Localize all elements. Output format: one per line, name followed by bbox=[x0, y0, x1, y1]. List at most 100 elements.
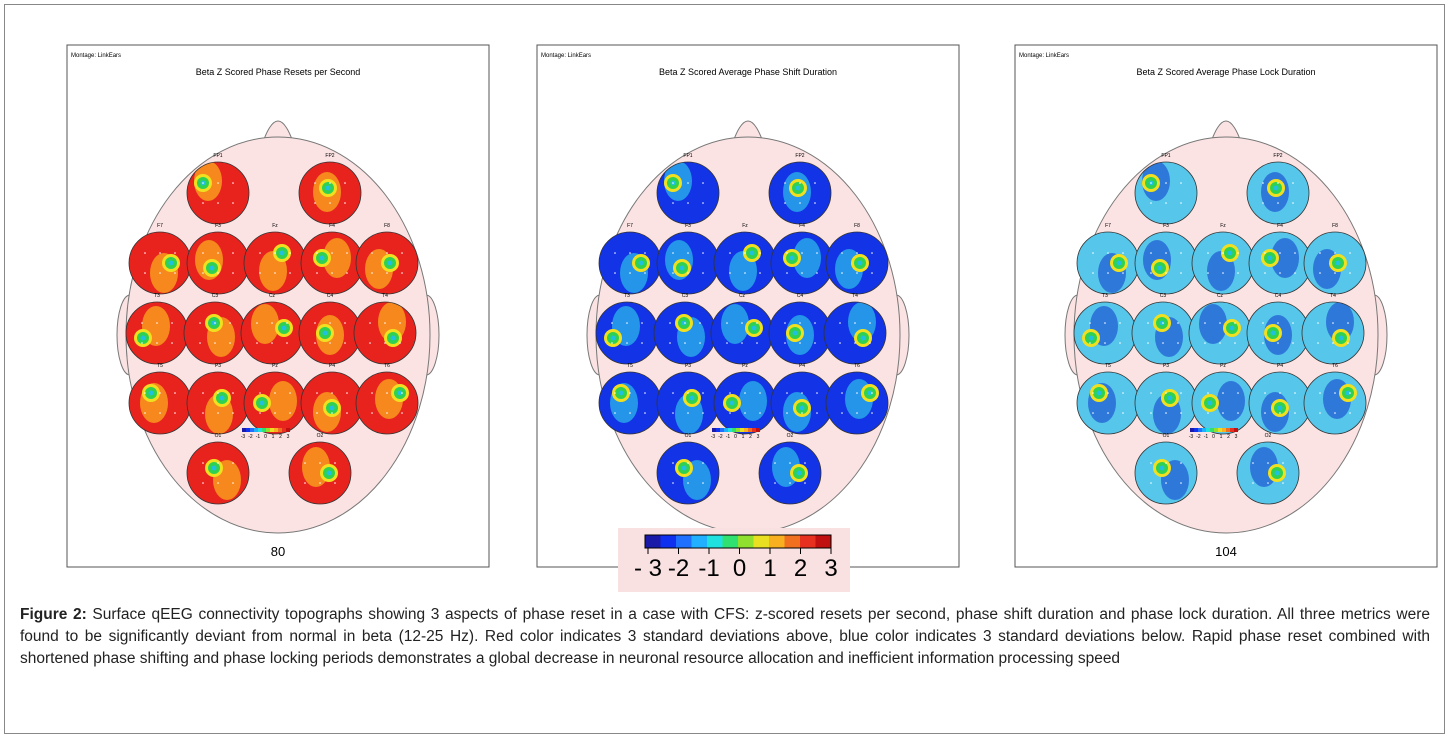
colorbar: - 3 -2 -1 0 1 2 3 bbox=[618, 528, 850, 592]
topo-outline bbox=[1303, 371, 1367, 435]
topomap bbox=[657, 372, 719, 434]
colorbar-swatch bbox=[707, 535, 723, 548]
panel-title: Beta Z Scored Average Phase Lock Duratio… bbox=[1137, 67, 1316, 77]
sensor-dot bbox=[789, 482, 791, 484]
sensor-dot bbox=[729, 272, 731, 274]
sensor-dot bbox=[856, 412, 858, 414]
sensor-dot bbox=[869, 322, 871, 324]
topo-outline bbox=[355, 371, 419, 435]
sensor-dot bbox=[1089, 322, 1091, 324]
topomap bbox=[299, 162, 361, 224]
scale-swatch bbox=[1194, 428, 1198, 432]
sensor-dot bbox=[159, 412, 161, 414]
topo-hot bbox=[1338, 335, 1344, 341]
scale-swatch bbox=[728, 428, 732, 432]
electrode-label: C3 bbox=[682, 293, 689, 299]
sensor-dot bbox=[1277, 182, 1279, 184]
scale-swatch bbox=[712, 428, 716, 432]
sensor-dot bbox=[232, 252, 234, 254]
scale-swatch bbox=[286, 428, 290, 432]
sensor-dot bbox=[687, 392, 689, 394]
sensor-dot bbox=[274, 252, 276, 254]
topo-hot bbox=[638, 260, 644, 266]
sensor-dot bbox=[1264, 392, 1266, 394]
topo-region bbox=[323, 238, 351, 278]
montage: Montage: LinkEars bbox=[541, 53, 591, 59]
sensor-dot bbox=[1349, 252, 1351, 254]
sensor-dot bbox=[801, 272, 803, 274]
sensor-dot bbox=[1180, 392, 1182, 394]
sensor-dot bbox=[314, 182, 316, 184]
sensor-dot bbox=[786, 272, 788, 274]
sensor-dot bbox=[644, 392, 646, 394]
sensor-dot bbox=[1162, 342, 1164, 344]
topo-hot bbox=[681, 465, 687, 471]
sensor-dot bbox=[274, 392, 276, 394]
sensor-dot bbox=[1334, 252, 1336, 254]
colorbar-swatch bbox=[660, 535, 676, 548]
sensor-dot bbox=[346, 252, 348, 254]
electrode-label: O2 bbox=[1265, 433, 1272, 439]
topomap bbox=[599, 372, 661, 434]
sensor-dot bbox=[316, 412, 318, 414]
scale-label: 3 bbox=[1235, 434, 1238, 440]
sensor-dot bbox=[1264, 412, 1266, 414]
sensor-dot bbox=[217, 412, 219, 414]
sensor-dot bbox=[629, 392, 631, 394]
electrode-label: F7 bbox=[1105, 223, 1111, 229]
electrode-label: T3 bbox=[1102, 293, 1108, 299]
sensor-dot bbox=[1292, 342, 1294, 344]
sensor-dot bbox=[329, 342, 331, 344]
sensor-dot bbox=[1319, 392, 1321, 394]
sensor-dot bbox=[774, 462, 776, 464]
topomap bbox=[769, 162, 831, 224]
scale-label: 1 bbox=[272, 434, 275, 440]
sensor-dot bbox=[869, 342, 871, 344]
sensor-dot bbox=[202, 412, 204, 414]
sensor-dot bbox=[144, 412, 146, 414]
sensor-dot bbox=[1180, 412, 1182, 414]
sensor-dot bbox=[346, 412, 348, 414]
topomap bbox=[187, 232, 249, 294]
topomap bbox=[289, 442, 351, 504]
sensor-dot bbox=[611, 322, 613, 324]
sensor-dot bbox=[1092, 392, 1094, 394]
sensor-dot bbox=[644, 412, 646, 414]
sensor-dot bbox=[644, 272, 646, 274]
sensor-dot bbox=[672, 202, 674, 204]
sensor-dot bbox=[814, 322, 816, 324]
electrode-label: F8 bbox=[854, 223, 860, 229]
sensor-dot bbox=[217, 202, 219, 204]
colorbar-label: 1 bbox=[763, 555, 776, 582]
topo-region bbox=[1217, 381, 1245, 421]
figure: Montage: LinkEars Beta Z Scored Phase Res… bbox=[66, 44, 1438, 592]
sensor-dot bbox=[1089, 342, 1091, 344]
sensor-dot bbox=[319, 482, 321, 484]
topo-hot bbox=[319, 255, 325, 261]
electrode-label: F3 bbox=[685, 223, 691, 229]
sensor-dot bbox=[1222, 252, 1224, 254]
topomap bbox=[1249, 372, 1311, 434]
sensor-dot bbox=[1219, 342, 1221, 344]
electrode-label: FP2 bbox=[1273, 153, 1282, 159]
sensor-dot bbox=[856, 392, 858, 394]
topomap bbox=[301, 232, 363, 294]
sensor-dot bbox=[199, 342, 201, 344]
electrode-label: C4 bbox=[797, 293, 804, 299]
topomap bbox=[356, 372, 418, 434]
sensor-dot bbox=[841, 272, 843, 274]
sensor-dot bbox=[1165, 202, 1167, 204]
sensor-dot bbox=[784, 202, 786, 204]
sensor-dot bbox=[217, 482, 219, 484]
topomap bbox=[356, 232, 418, 294]
sensor-dot bbox=[1107, 252, 1109, 254]
electrode-label: O1 bbox=[685, 433, 692, 439]
sensor-dot bbox=[174, 392, 176, 394]
sensor-dot bbox=[1282, 482, 1284, 484]
sensor-dot bbox=[304, 462, 306, 464]
sensor-dot bbox=[744, 412, 746, 414]
sensor-dot bbox=[1334, 392, 1336, 394]
colorbar-swatch bbox=[722, 535, 738, 548]
caption-text: Surface qEEG connectivity topographs sho… bbox=[20, 606, 1431, 667]
topomap bbox=[599, 232, 661, 294]
